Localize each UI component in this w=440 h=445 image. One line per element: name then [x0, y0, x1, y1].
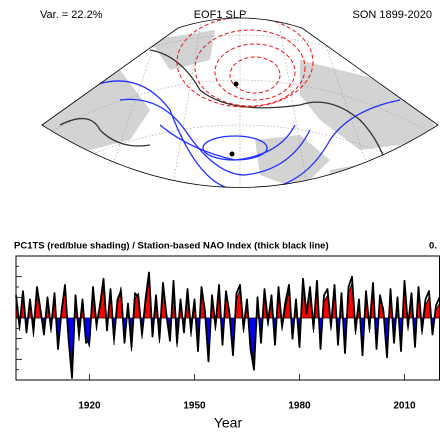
x-tick-label: 1920: [78, 401, 101, 412]
x-tick-label: 1950: [183, 401, 206, 412]
shading: [436, 303, 440, 318]
map-frame: [41, 17, 439, 188]
shading: [145, 278, 149, 318]
map-title-center: EOF1 SLP: [194, 9, 247, 21]
map-title-right: SON 1899-2020: [353, 9, 433, 21]
zero-contours: [59, 49, 391, 176]
station-dot: [233, 81, 239, 87]
shading: [100, 284, 104, 318]
shading: [425, 297, 429, 318]
shading: [285, 291, 289, 318]
corner-text: 0.: [429, 241, 437, 252]
shading: [135, 293, 139, 318]
shading: [86, 318, 90, 347]
station-dot: [229, 151, 235, 157]
chart-title: PC1TS (red/blue shading) / Station-based…: [14, 241, 329, 252]
shading: [380, 301, 384, 318]
negative-contours: [94, 80, 401, 188]
x-axis-label: Year: [214, 415, 243, 431]
shading: [250, 318, 254, 366]
x-tick-label: 1980: [288, 401, 311, 412]
map: [41, 17, 439, 188]
map-title-left: Var. = 22.2%: [40, 9, 103, 21]
shading: [324, 295, 328, 318]
series-line: [15, 271, 440, 379]
positive-contours: [176, 18, 314, 108]
shading: [236, 289, 240, 318]
x-tick-label: 2010: [393, 401, 416, 412]
